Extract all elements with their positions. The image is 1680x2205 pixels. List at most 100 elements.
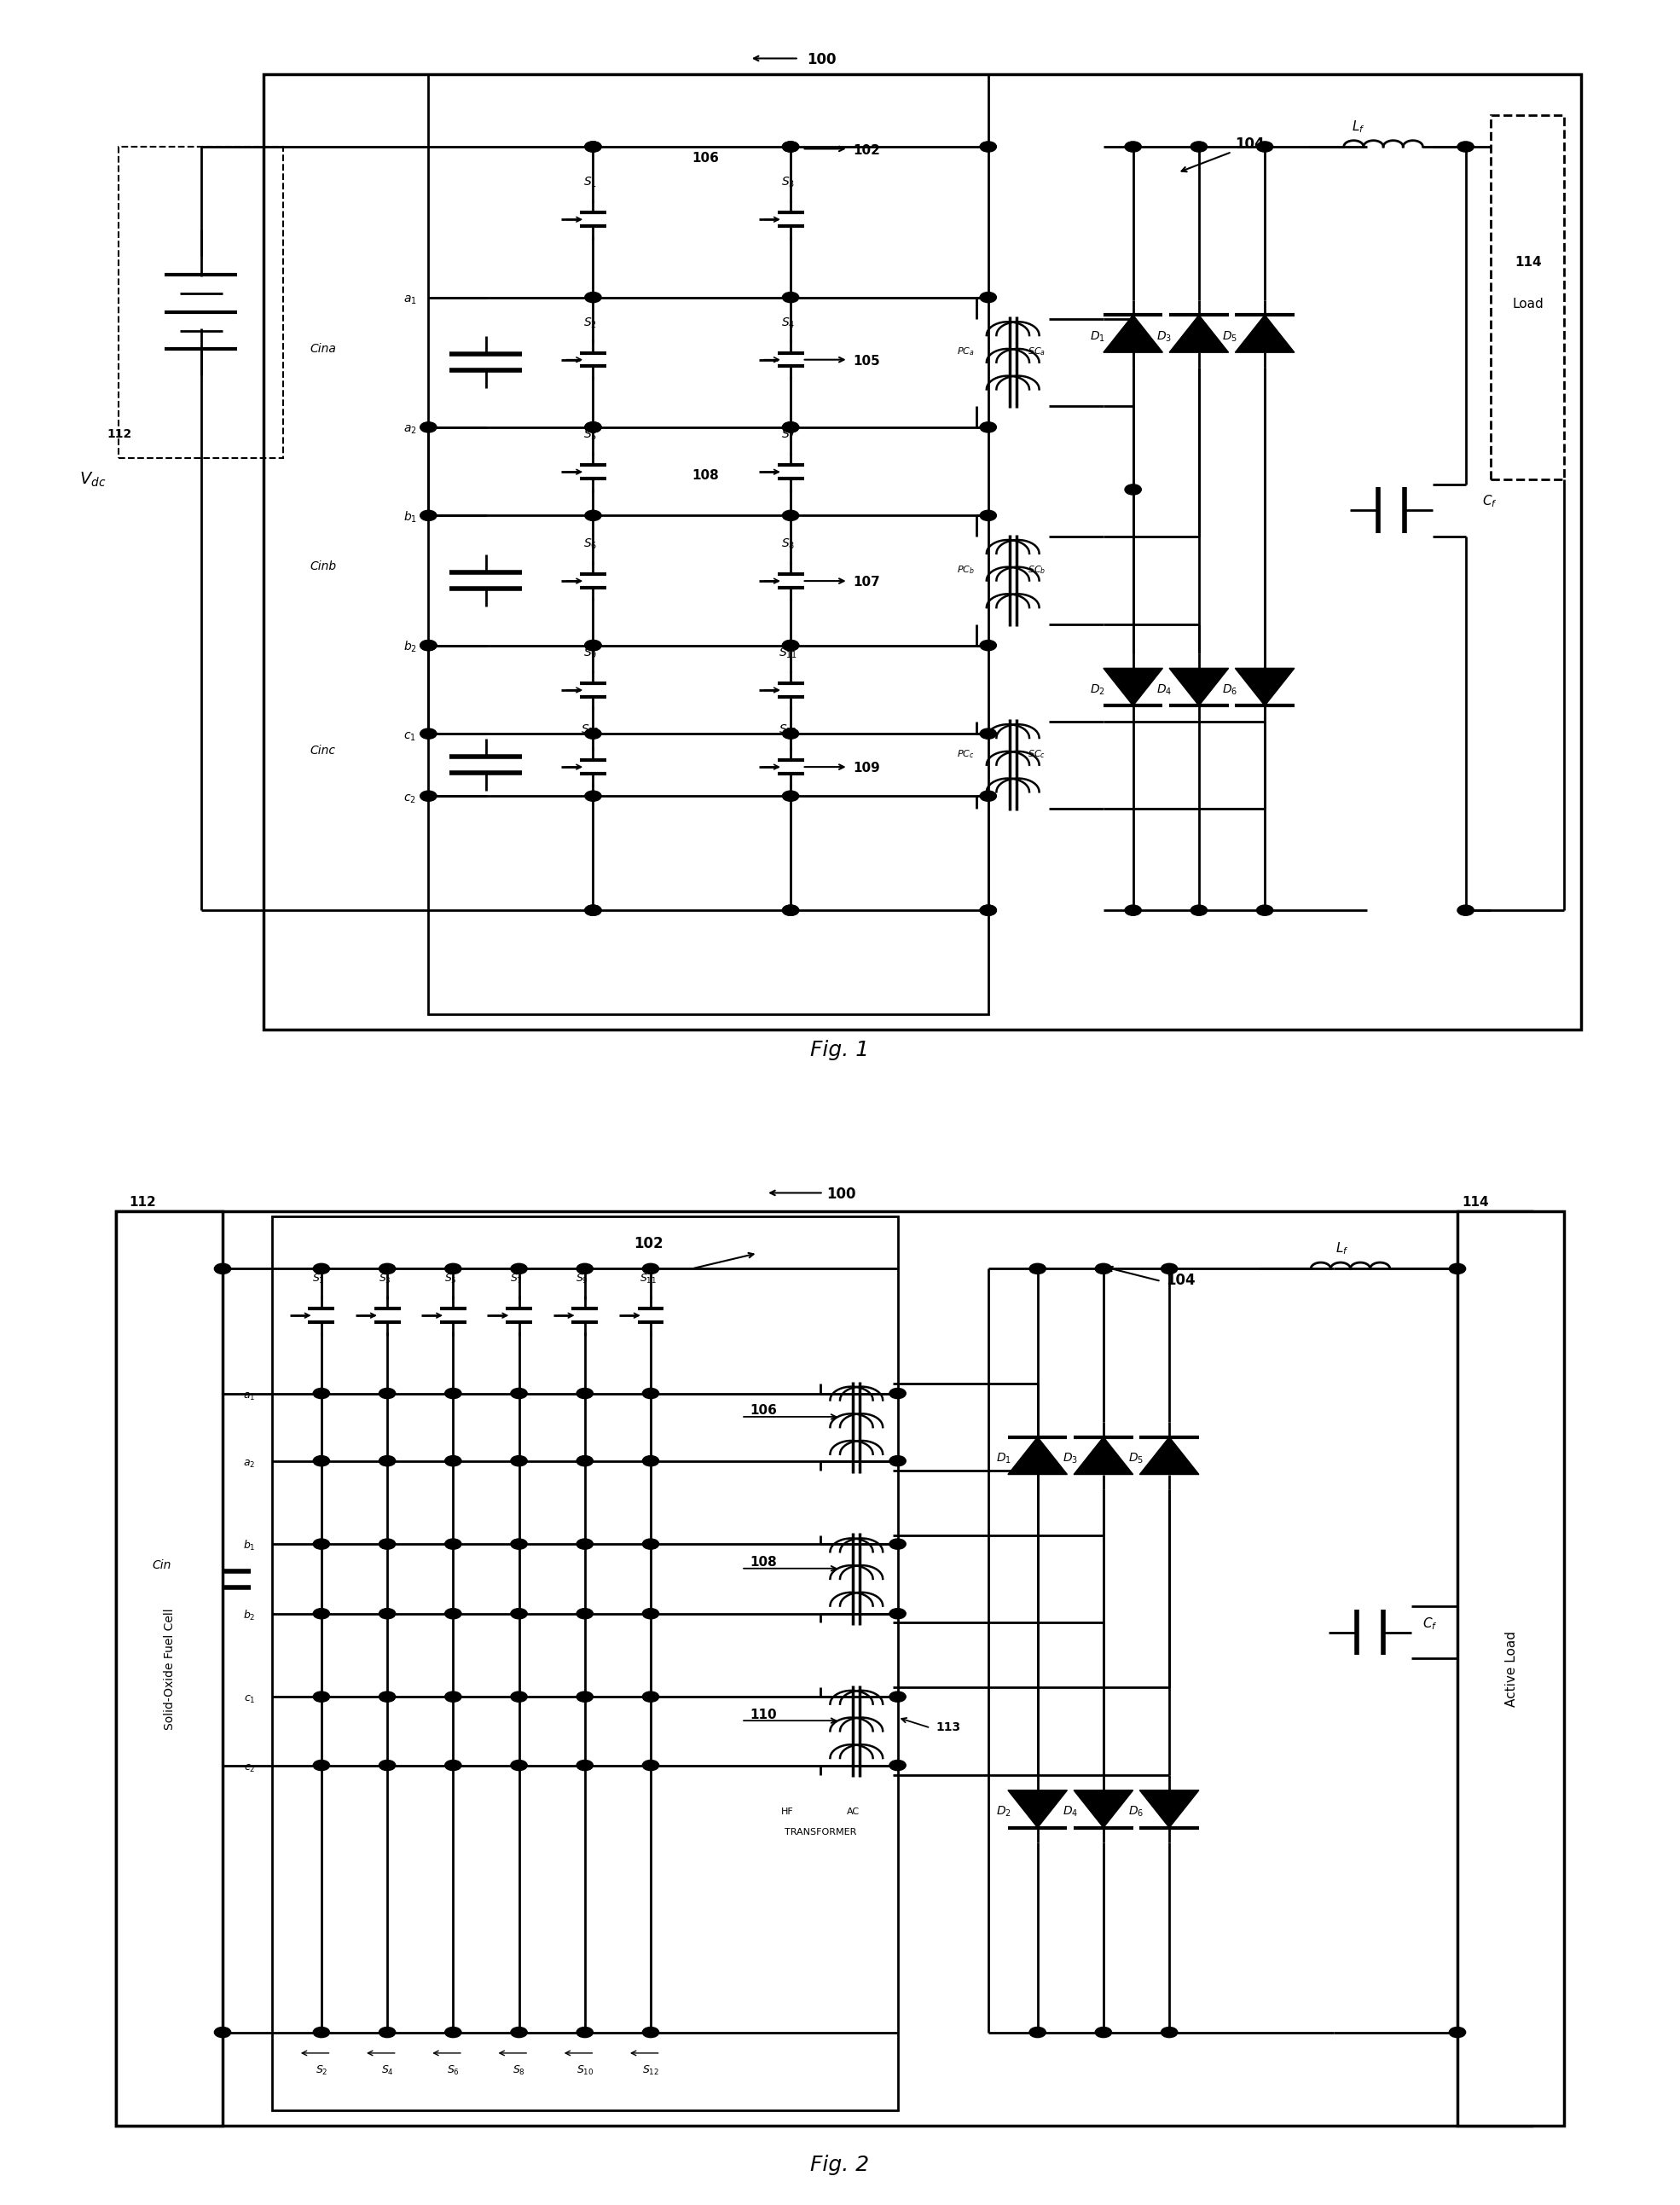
Circle shape bbox=[511, 1263, 528, 1274]
Text: $SC_b$: $SC_b$ bbox=[1028, 564, 1047, 576]
Text: $S_{1}$: $S_{1}$ bbox=[312, 1272, 324, 1286]
Text: Active Load: Active Load bbox=[1505, 1632, 1519, 1707]
Text: $S_{1}$: $S_{1}$ bbox=[583, 176, 598, 190]
Circle shape bbox=[380, 1691, 395, 1702]
Text: $D_3$: $D_3$ bbox=[1062, 1451, 1077, 1466]
Circle shape bbox=[420, 639, 437, 650]
Text: $S_{2}$: $S_{2}$ bbox=[316, 2064, 328, 2077]
Circle shape bbox=[312, 1455, 329, 1466]
Circle shape bbox=[979, 904, 996, 915]
Circle shape bbox=[783, 792, 800, 800]
Circle shape bbox=[979, 509, 996, 520]
Circle shape bbox=[1191, 904, 1208, 915]
Circle shape bbox=[511, 1691, 528, 1702]
Text: $S_{{12}}$: $S_{{12}}$ bbox=[778, 723, 798, 736]
Text: $a_2$: $a_2$ bbox=[403, 423, 417, 437]
Text: 100: 100 bbox=[827, 1186, 857, 1202]
Circle shape bbox=[420, 792, 437, 800]
Text: $S_{5}$: $S_{5}$ bbox=[583, 428, 598, 441]
Circle shape bbox=[585, 509, 601, 520]
Circle shape bbox=[642, 1760, 659, 1771]
Circle shape bbox=[889, 1607, 906, 1618]
Bar bbox=[1490, 115, 1564, 478]
Text: $D_6$: $D_6$ bbox=[1221, 684, 1238, 697]
Text: $C_f$: $C_f$ bbox=[1423, 1616, 1438, 1632]
Text: Solid-Oxide Fuel Cell: Solid-Oxide Fuel Cell bbox=[165, 1607, 176, 1729]
Text: 108: 108 bbox=[749, 1557, 776, 1570]
Circle shape bbox=[1095, 2026, 1112, 2037]
Bar bbox=[264, 75, 1581, 1030]
Polygon shape bbox=[1169, 315, 1228, 353]
Text: $S_{3}$: $S_{3}$ bbox=[781, 176, 795, 190]
Circle shape bbox=[783, 639, 800, 650]
Text: 106: 106 bbox=[692, 152, 719, 165]
Text: $D_1$: $D_1$ bbox=[1090, 331, 1105, 344]
Text: 110: 110 bbox=[749, 1709, 776, 1722]
Circle shape bbox=[380, 1760, 395, 1771]
Circle shape bbox=[511, 1539, 528, 1550]
Text: $c_1$: $c_1$ bbox=[403, 730, 417, 743]
Circle shape bbox=[1161, 2026, 1178, 2037]
Circle shape bbox=[1126, 904, 1141, 915]
Circle shape bbox=[585, 728, 601, 739]
Circle shape bbox=[1030, 1263, 1045, 1274]
Circle shape bbox=[1161, 1263, 1178, 1274]
Circle shape bbox=[511, 1607, 528, 1618]
Circle shape bbox=[312, 1607, 329, 1618]
Circle shape bbox=[511, 1760, 528, 1771]
Text: 105: 105 bbox=[853, 355, 880, 368]
Text: $PC_c$: $PC_c$ bbox=[958, 747, 974, 761]
Circle shape bbox=[585, 141, 601, 152]
Circle shape bbox=[380, 1455, 395, 1466]
Circle shape bbox=[979, 904, 996, 915]
Text: $c_1$: $c_1$ bbox=[244, 1693, 255, 1704]
Text: $S_{{11}}$: $S_{{11}}$ bbox=[640, 1272, 657, 1286]
Text: $D_5$: $D_5$ bbox=[1127, 1451, 1144, 1466]
Text: $SC_c$: $SC_c$ bbox=[1028, 747, 1045, 761]
Circle shape bbox=[783, 421, 800, 432]
Circle shape bbox=[585, 639, 601, 650]
Text: $D_3$: $D_3$ bbox=[1156, 331, 1171, 344]
Text: $S_{9}$: $S_{9}$ bbox=[583, 646, 598, 659]
Text: 106: 106 bbox=[749, 1405, 776, 1418]
Polygon shape bbox=[1074, 1790, 1132, 1828]
Circle shape bbox=[445, 1389, 462, 1398]
Circle shape bbox=[312, 1263, 329, 1274]
Circle shape bbox=[576, 1389, 593, 1398]
Text: $C_f$: $C_f$ bbox=[1482, 494, 1497, 509]
Text: $V_{dc}$: $V_{dc}$ bbox=[79, 470, 106, 490]
Text: $S_{3}$: $S_{3}$ bbox=[378, 1272, 391, 1286]
Circle shape bbox=[1126, 141, 1141, 152]
Circle shape bbox=[642, 1389, 659, 1398]
Circle shape bbox=[979, 293, 996, 302]
Circle shape bbox=[445, 1263, 462, 1274]
Circle shape bbox=[312, 1389, 329, 1398]
Text: HF: HF bbox=[781, 1808, 793, 1817]
Circle shape bbox=[783, 728, 800, 739]
Circle shape bbox=[1458, 141, 1473, 152]
Text: $b_2$: $b_2$ bbox=[244, 1610, 255, 1623]
Text: $S_{6}$: $S_{6}$ bbox=[447, 2064, 459, 2077]
Circle shape bbox=[380, 1539, 395, 1550]
Text: $S_{8}$: $S_{8}$ bbox=[512, 2064, 526, 2077]
Text: $PC_b$: $PC_b$ bbox=[958, 564, 974, 576]
Text: Fig. 1: Fig. 1 bbox=[810, 1039, 870, 1061]
Circle shape bbox=[889, 1539, 906, 1550]
Text: $D_4$: $D_4$ bbox=[1062, 1806, 1079, 1819]
Circle shape bbox=[576, 1263, 593, 1274]
Text: $c_2$: $c_2$ bbox=[403, 792, 417, 805]
Circle shape bbox=[889, 1691, 906, 1702]
Bar bbox=[119, 148, 284, 459]
Circle shape bbox=[312, 2026, 329, 2037]
Circle shape bbox=[642, 1263, 659, 1274]
Text: Fig. 2: Fig. 2 bbox=[810, 2154, 870, 2174]
Text: $S_{{10}}$: $S_{{10}}$ bbox=[581, 723, 600, 736]
Polygon shape bbox=[1074, 1438, 1132, 1475]
Polygon shape bbox=[1139, 1438, 1200, 1475]
Text: Cinc: Cinc bbox=[309, 745, 336, 756]
Circle shape bbox=[783, 141, 800, 152]
Circle shape bbox=[576, 1607, 593, 1618]
Circle shape bbox=[783, 293, 800, 302]
Text: 102: 102 bbox=[635, 1237, 664, 1252]
Text: TRANSFORMER: TRANSFORMER bbox=[785, 1828, 857, 1837]
